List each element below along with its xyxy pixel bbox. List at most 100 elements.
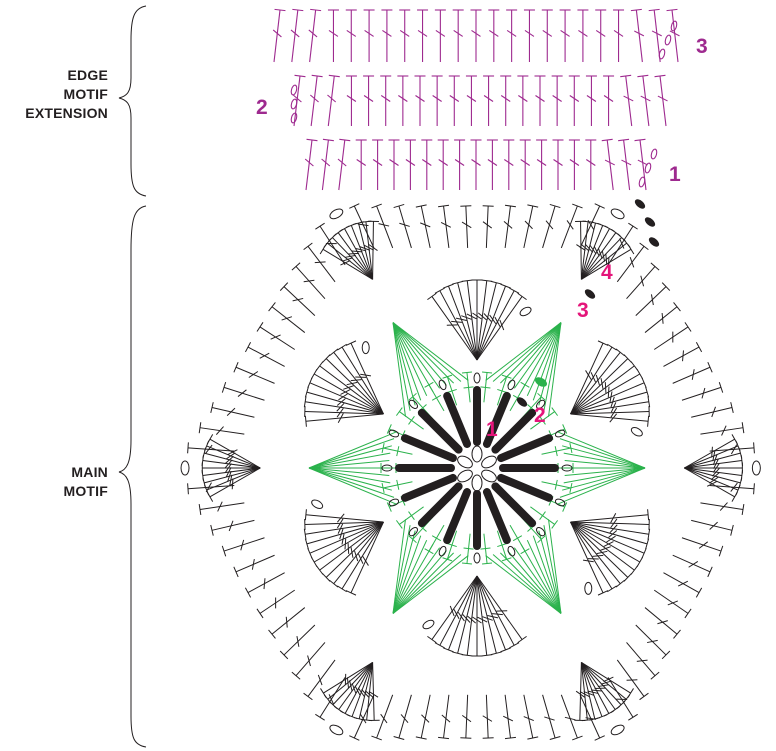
outer-stitch (319, 677, 346, 718)
petal-stitch-bar (451, 320, 462, 323)
star-stitch (392, 322, 416, 406)
petal-stitch-bar (457, 611, 465, 622)
edge-stitch-bar (651, 30, 662, 37)
corner-fan-stitch-bar (593, 246, 600, 257)
corner-fan-stitch (580, 662, 596, 719)
edge-stitch-bar (363, 95, 374, 102)
ring-stitch-bar (554, 446, 558, 457)
outer-stitch (607, 225, 634, 266)
edge-stitch-top (648, 8, 660, 12)
corner-fan-stitch-bar (368, 243, 378, 251)
corner-fan-stitch-bar (711, 446, 713, 458)
spoke-chain (408, 399, 418, 409)
outer-stitch-bar (263, 578, 266, 590)
outer-stitch (247, 346, 285, 367)
joining-chain (644, 217, 656, 227)
outer-stitch-bar (440, 222, 452, 228)
outer-stitch-top (291, 262, 301, 271)
corner-fan-stitch-bar (357, 687, 365, 697)
petal-stitch (570, 391, 648, 415)
edge-stitch-bar (466, 95, 477, 102)
petal-stitch-top (645, 538, 650, 550)
ring-stitch-bar (463, 547, 474, 550)
corner-fan-stitch (580, 222, 596, 280)
corner-fan-stitch-bar (225, 455, 234, 464)
corner-chain (180, 460, 190, 476)
corner-fan-stitch (358, 222, 374, 280)
ring-stitch-top (386, 424, 392, 434)
outer-stitch-bar (259, 352, 270, 359)
corner-fan-stitch (684, 467, 741, 484)
outer-stitch-top (572, 203, 583, 209)
outer-stitch (465, 694, 469, 739)
corner-fan-stitch (581, 237, 622, 280)
petal-stitch-bar (608, 530, 618, 538)
ring-stitch-bar (408, 511, 415, 520)
star-stitch (392, 555, 469, 614)
corner-fan-stitch (581, 242, 627, 280)
petal-chain (422, 619, 435, 630)
edge-stitch (606, 139, 614, 191)
ring-stitch-bar (431, 535, 442, 542)
ring-stitch-bar (497, 388, 507, 393)
corner-fan-stitch-bar (605, 253, 608, 265)
petal-stitch-top (647, 415, 650, 427)
outer-stitch-top (371, 203, 382, 209)
outer-stitch-top (415, 204, 427, 208)
edge-stitch-bar (308, 29, 318, 38)
petal-stitch-bar (582, 559, 594, 563)
petal-stitch (325, 358, 384, 415)
ring-stitch-bar (539, 416, 546, 425)
petal-stitch-top (623, 573, 632, 582)
edge-stitch-bar (328, 29, 339, 37)
outer-stitch (283, 624, 316, 656)
spoke-chain (388, 498, 400, 507)
star-stitch (485, 555, 562, 614)
corner-fan-stitch-bar (227, 449, 238, 456)
edge-stitch-bar (272, 29, 282, 38)
outer-stitch (319, 225, 346, 266)
corner-fan-stitch (202, 459, 261, 469)
petal-stitch-bar (610, 512, 617, 523)
spoke-chain (554, 498, 566, 507)
outer-stitch-bar (657, 620, 668, 625)
edge-stitch (671, 9, 679, 63)
petal-stitch-top (345, 340, 357, 346)
petal-stitch (476, 575, 523, 640)
petal-stitch-bar (455, 317, 467, 322)
ring-stitch-top (537, 392, 546, 401)
center-ring-chain (457, 455, 473, 469)
outer-stitch (635, 624, 667, 656)
outer-stitch-bar (524, 220, 533, 230)
star-stitch (548, 322, 562, 417)
ring-stitch-bar (554, 479, 558, 490)
outer-stitch-top (718, 382, 724, 393)
petal-stitch-bar (489, 314, 497, 325)
star-stitch (308, 467, 392, 491)
petal-stitch (304, 521, 384, 525)
edge-round-3-number: 3 (696, 35, 708, 58)
ring-stitch-bar (396, 479, 400, 490)
ring-stitch-top (442, 374, 453, 379)
outer-stitch (259, 326, 295, 350)
outer-stitch (465, 205, 469, 248)
outer-stitch (353, 205, 375, 249)
outer-stitch (616, 659, 645, 697)
corner-fan-stitch-bar (226, 452, 236, 460)
petal-stitch-bar (592, 554, 604, 557)
petal-stitch (341, 521, 384, 590)
outer-stitch-top (315, 222, 325, 230)
spoke-chain (561, 464, 573, 472)
outer-stitch (223, 537, 265, 552)
outer-stitch (663, 346, 700, 367)
petal-stitch-top (481, 654, 493, 657)
edge-stitch (635, 9, 643, 63)
corner-fan-stitch (204, 452, 261, 469)
corner-fan-stitch-bar (348, 252, 360, 255)
petal-stitch (570, 521, 645, 554)
outer-stitch-top (256, 608, 264, 619)
outer-stitch (211, 519, 255, 531)
petal-stitch (570, 358, 629, 415)
petal-stitch (570, 521, 621, 584)
ring-stitch-top (562, 502, 568, 512)
